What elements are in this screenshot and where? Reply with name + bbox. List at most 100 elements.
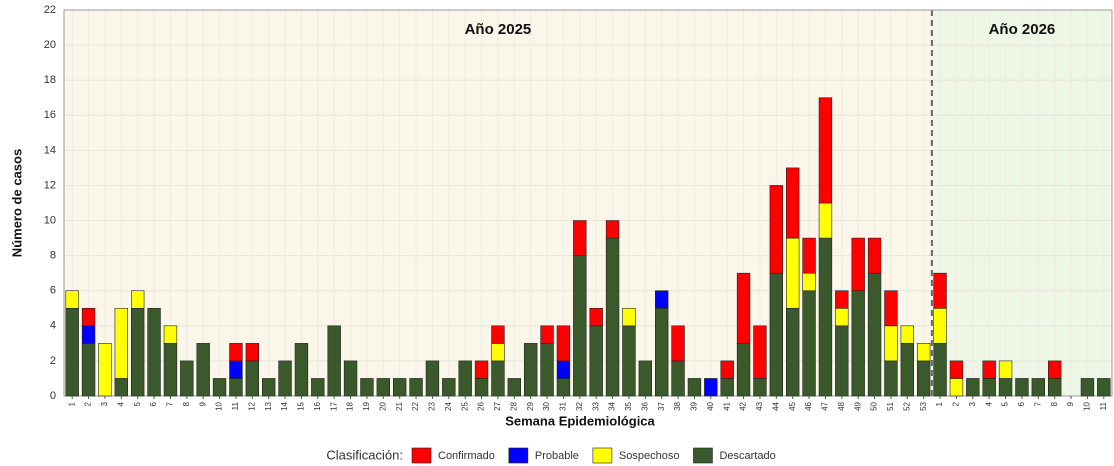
bar-segment: [818, 237, 833, 397]
y-tick-label: 6: [50, 285, 56, 297]
bar-segment: [294, 343, 309, 397]
y-tick-label: 2: [50, 355, 56, 367]
bar-segment: [425, 360, 440, 397]
bar-segment: [327, 325, 341, 397]
bar-segment: [458, 360, 472, 397]
x-tick-label: 44: [771, 401, 780, 410]
x-tick-label: 38: [673, 401, 682, 410]
x-tick-label: 17: [329, 401, 338, 410]
y-tick-label: 22: [44, 4, 56, 16]
x-tick-label: 52: [902, 401, 911, 410]
x-tick-label: 53: [919, 401, 928, 410]
bar-segment: [360, 378, 374, 397]
bar-segment: [229, 378, 243, 397]
bar-segment: [687, 378, 702, 397]
bar-segment: [1031, 378, 1045, 397]
bar-segment: [1097, 378, 1111, 397]
x-tick-label: 47: [821, 401, 830, 410]
x-tick-label: 2: [952, 401, 961, 406]
x-tick-label: 48: [837, 401, 846, 410]
bar-segment: [573, 220, 587, 256]
bar-segment: [638, 360, 652, 397]
x-tick-label: 8: [182, 401, 191, 406]
bar-segment: [81, 325, 96, 344]
x-tick-label: 10: [1083, 401, 1092, 410]
bar-segment: [982, 378, 996, 397]
bar-segment: [917, 343, 931, 362]
x-tick-label: 50: [870, 401, 879, 410]
x-tick-label: 13: [264, 401, 273, 410]
bar-segment: [474, 378, 489, 397]
bar-segment: [982, 360, 996, 379]
bar-segment: [884, 325, 898, 362]
x-tick-label: 1: [935, 401, 944, 406]
x-tick-label: 4: [984, 401, 993, 406]
y-tick-label: 8: [50, 250, 56, 262]
bar-segment: [524, 343, 538, 397]
x-tick-label: 30: [542, 401, 551, 410]
bar-segment: [933, 272, 947, 309]
y-tick-label: 18: [44, 74, 56, 86]
x-tick-label: 11: [231, 401, 240, 410]
bar-segment: [376, 378, 390, 397]
x-tick-label: 32: [575, 401, 584, 410]
x-tick-label: 7: [1033, 401, 1042, 406]
y-tick-label: 0: [50, 390, 56, 402]
bar-segment: [229, 360, 243, 379]
x-tick-label: 24: [444, 401, 453, 410]
bar-segment: [81, 307, 96, 327]
x-tick-label: 34: [608, 401, 617, 410]
bar-segment: [114, 307, 128, 379]
bar-segment: [622, 307, 636, 327]
bar-segment: [998, 378, 1013, 397]
x-tick-label: 35: [624, 401, 633, 410]
x-tick-label: 23: [428, 401, 437, 410]
legend-label: Sospechoso: [619, 450, 680, 462]
bar-segment: [835, 290, 849, 309]
bar-segment: [556, 325, 571, 362]
bar-segment: [966, 378, 980, 397]
bar-segment: [655, 307, 669, 397]
x-tick-label: 3: [968, 401, 977, 406]
bar-segment: [474, 360, 489, 379]
bar-segment: [884, 360, 898, 397]
x-tick-label: 14: [280, 401, 289, 410]
x-tick-label: 37: [657, 401, 666, 410]
y-tick-label: 4: [50, 320, 56, 332]
x-tick-label: 9: [198, 401, 207, 406]
x-tick-label: 25: [460, 401, 469, 410]
bar-segment: [835, 325, 849, 397]
bar-segment: [933, 343, 947, 397]
bar-segment: [1015, 378, 1029, 397]
bar-segment: [114, 378, 128, 397]
bar-segment: [573, 255, 587, 397]
bar-segment: [409, 378, 423, 397]
legend-swatch: [411, 447, 432, 464]
bar-segment: [736, 272, 751, 344]
bar-segment: [262, 378, 276, 397]
bar-segment: [769, 272, 783, 397]
x-tick-label: 18: [346, 401, 355, 410]
x-tick-label: 1: [67, 401, 76, 406]
bar-segment: [1048, 378, 1062, 397]
x-tick-label: 31: [559, 401, 568, 410]
bar-segment: [196, 343, 210, 397]
bar-segment: [917, 360, 931, 397]
bar-segment: [65, 290, 79, 309]
x-tick-label: 20: [378, 401, 387, 410]
legend-label: Confirmado: [438, 450, 495, 462]
x-tick-label: 40: [706, 401, 715, 410]
bar-segment: [851, 290, 865, 397]
x-tick-label: 11: [1099, 401, 1108, 410]
bar-segment: [622, 325, 636, 397]
bar-segment: [933, 307, 947, 344]
bar-segment: [818, 202, 833, 239]
bar-segment: [245, 360, 259, 397]
bar-segment: [753, 325, 767, 379]
bar-segment: [245, 343, 259, 362]
x-tick-label: 6: [149, 401, 158, 406]
x-tick-label: 2: [84, 401, 93, 406]
legend-label: Probable: [535, 450, 579, 462]
bar-segment: [540, 325, 554, 344]
